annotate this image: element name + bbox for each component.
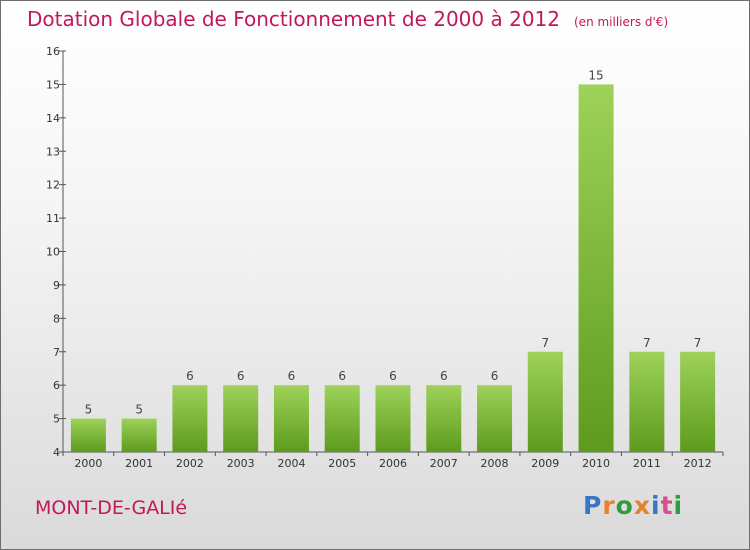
data-label: 5: [85, 403, 93, 417]
bar: [223, 385, 259, 452]
logo-letter: i: [651, 491, 661, 520]
y-tick-label: 14: [46, 112, 60, 125]
logo-letter: P: [583, 491, 603, 520]
x-tick-label: 2005: [328, 457, 356, 470]
x-tick-label: 2009: [531, 457, 559, 470]
unit-note: (en milliers d'€): [574, 15, 669, 29]
x-tick-label: 2000: [74, 457, 102, 470]
bar: [172, 385, 208, 452]
x-tick-label: 2002: [176, 457, 204, 470]
title-text: Dotation Globale de Fonctionnement de 20…: [27, 7, 560, 31]
data-label: 6: [186, 369, 194, 383]
bar: [578, 84, 614, 453]
bar: [70, 418, 106, 452]
bar: [680, 351, 716, 452]
x-tick-label: 2011: [633, 457, 661, 470]
y-tick-label: 7: [53, 346, 60, 359]
y-tick-label: 13: [46, 145, 60, 158]
x-tick-label: 2007: [430, 457, 458, 470]
data-label: 6: [389, 369, 397, 383]
bar: [426, 385, 462, 452]
data-label: 15: [588, 68, 603, 82]
logo-letter: t: [660, 491, 674, 520]
x-tick-label: 2004: [277, 457, 305, 470]
data-label: 6: [491, 369, 499, 383]
bars: 5 5 6 6 6 6 6 6 6 7 15 7 7: [70, 68, 716, 453]
bar: [273, 385, 309, 452]
y-tick-label: 10: [46, 246, 60, 259]
chart-title: Dotation Globale de Fonctionnement de 20…: [27, 7, 668, 31]
x-tick-label: 2012: [684, 457, 712, 470]
logo-letter: i: [673, 491, 684, 520]
logo-letter: r: [602, 491, 616, 520]
proxiti-logo: Proxiti: [583, 491, 683, 520]
logo-letter: o: [615, 491, 634, 520]
x-tick-label: 2006: [379, 457, 407, 470]
bar: [121, 418, 157, 452]
bar: [477, 385, 513, 452]
bar: [527, 351, 563, 452]
x-tick-label: 2010: [582, 457, 610, 470]
y-tick-label: 11: [46, 212, 60, 225]
y-tick-label: 9: [53, 279, 60, 292]
y-tick-label: 15: [46, 78, 60, 91]
y-tick-label: 4: [53, 446, 60, 459]
bar: [324, 385, 360, 452]
y-tick-label: 6: [53, 379, 60, 392]
data-label: 7: [643, 336, 651, 350]
x-tick-label: 2008: [481, 457, 509, 470]
data-label: 6: [440, 369, 448, 383]
x-tick-label: 2003: [227, 457, 255, 470]
bar: [375, 385, 411, 452]
data-label: 5: [135, 403, 143, 417]
x-tick-label: 2001: [125, 457, 153, 470]
y-tick-label: 12: [46, 179, 60, 192]
data-label: 6: [237, 369, 245, 383]
bar: [629, 351, 665, 452]
city-name: MONT-DE-GALIé: [35, 497, 188, 519]
data-label: 6: [288, 369, 296, 383]
data-label: 6: [338, 369, 346, 383]
data-label: 7: [694, 336, 702, 350]
logo-letter: x: [633, 491, 651, 520]
y-tick-label: 5: [53, 413, 60, 426]
y-tick-label: 16: [46, 45, 60, 58]
y-tick-label: 8: [53, 312, 60, 325]
data-label: 7: [541, 336, 549, 350]
